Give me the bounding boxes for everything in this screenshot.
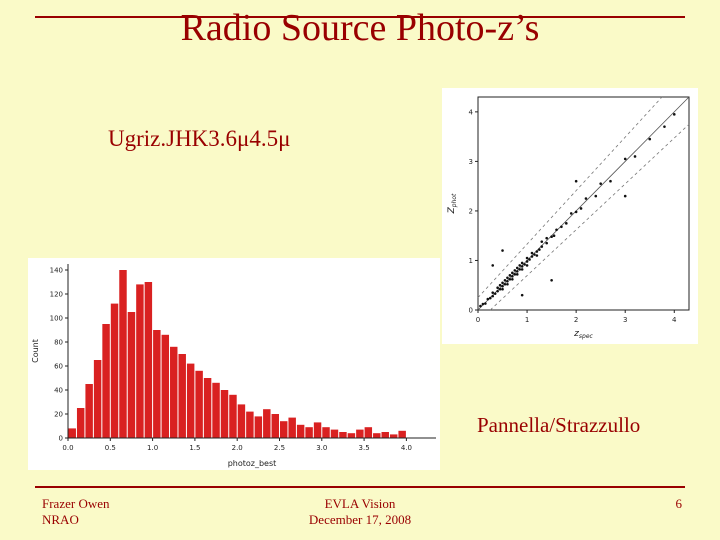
svg-text:2.5: 2.5: [274, 444, 285, 452]
svg-text:120: 120: [50, 291, 63, 299]
svg-text:3.0: 3.0: [316, 444, 327, 452]
slide-number: 6: [675, 496, 683, 511]
svg-text:zspec: zspec: [573, 329, 593, 340]
svg-text:3: 3: [623, 316, 627, 324]
svg-text:4: 4: [672, 316, 677, 324]
histogram-panel: 0 20 40 60 80 100 120 140 0.0 0.5 1.0 1.5 2.0 2.5 3.0 3…: [28, 258, 440, 470]
scatter-plot-panel: 0 1 2 3 4 0 1 2 3 4 zspec Zphot: [442, 88, 698, 344]
footer-event-name: EVLA Vision: [324, 496, 396, 511]
svg-text:1.5: 1.5: [189, 444, 200, 452]
svg-text:3.5: 3.5: [359, 444, 370, 452]
svg-text:photoz_best: photoz_best: [228, 459, 277, 468]
svg-text:Count: Count: [31, 339, 40, 363]
footer-author-affiliation: NRAO: [42, 512, 79, 528]
footer-event-date: December 17, 2008: [308, 512, 412, 528]
svg-text:0: 0: [59, 435, 63, 443]
svg-text:2: 2: [574, 316, 578, 324]
svg-text:1: 1: [469, 257, 473, 265]
svg-text:4.0: 4.0: [401, 444, 412, 452]
svg-text:20: 20: [54, 411, 63, 419]
histogram-svg: 0 20 40 60 80 100 120 140 0.0 0.5 1.0 1.5 2.0 2.5 3.0 3…: [31, 264, 436, 468]
bottom-divider: [35, 486, 685, 488]
svg-text:80: 80: [54, 339, 63, 347]
scatter-svg: 0 1 2 3 4 0 1 2 3 4 zspec Zphot: [447, 96, 690, 340]
svg-text:3: 3: [469, 158, 473, 166]
svg-text:0: 0: [476, 316, 480, 324]
svg-text:Zphot: Zphot: [447, 193, 458, 214]
svg-text:60: 60: [54, 363, 63, 371]
svg-text:1: 1: [525, 316, 529, 324]
credit-label: Pannella/Strazzullo: [477, 413, 641, 437]
svg-text:4: 4: [469, 108, 474, 116]
svg-text:140: 140: [50, 267, 63, 275]
footer-author: Frazer Owen NRAO: [42, 496, 110, 529]
top-divider: [35, 16, 685, 18]
svg-text:2.0: 2.0: [232, 444, 243, 452]
slide-title: Radio Source Photo-z’s: [180, 7, 540, 49]
filter-bands-label: Ugriz.JHK3.6μ4.5μ: [108, 126, 291, 151]
footer-event: EVLA Vision December 17, 2008: [0, 496, 720, 529]
svg-text:100: 100: [50, 315, 63, 323]
svg-text:0.0: 0.0: [62, 444, 73, 452]
svg-text:1.0: 1.0: [147, 444, 158, 452]
svg-text:2: 2: [469, 207, 473, 215]
svg-text:0.5: 0.5: [105, 444, 116, 452]
footer-author-name: Frazer Owen: [42, 496, 110, 511]
svg-text:40: 40: [54, 387, 63, 395]
svg-text:0: 0: [469, 307, 473, 315]
